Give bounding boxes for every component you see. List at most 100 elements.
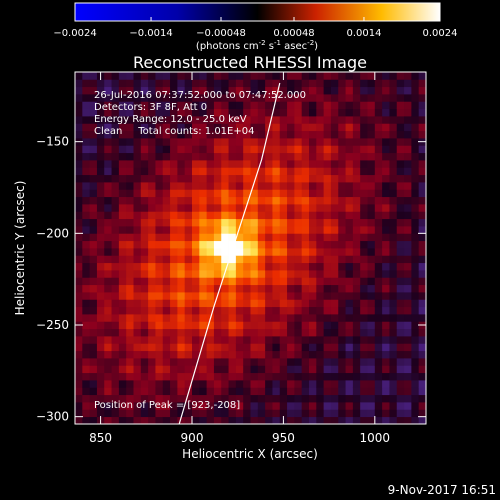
heatmap-cell bbox=[287, 240, 295, 249]
heatmap-cell bbox=[352, 138, 361, 146]
heatmap-cell bbox=[228, 130, 237, 139]
heatmap-cell bbox=[389, 167, 398, 176]
heatmap-cell bbox=[126, 402, 134, 410]
heatmap-cell bbox=[148, 262, 156, 271]
heatmap-cell bbox=[148, 182, 156, 190]
heatmap-cell bbox=[177, 233, 186, 242]
heatmap-cell bbox=[287, 72, 295, 80]
heatmap-cell bbox=[279, 86, 288, 95]
heatmap-cell bbox=[411, 314, 420, 322]
heatmap-cell bbox=[330, 299, 339, 308]
heatmap-cell bbox=[155, 336, 164, 344]
heatmap-cell bbox=[104, 182, 112, 190]
heatmap-cell bbox=[184, 380, 193, 388]
heatmap-cell bbox=[367, 108, 376, 117]
heatmap-cell bbox=[206, 321, 215, 330]
heatmap-cell bbox=[221, 409, 229, 418]
heatmap-cell bbox=[111, 343, 120, 352]
heatmap-cell bbox=[118, 248, 127, 256]
heatmap-cell bbox=[243, 101, 251, 110]
heatmap-cell bbox=[382, 277, 390, 286]
heatmap-cell bbox=[345, 270, 354, 278]
heatmap-cell bbox=[118, 350, 127, 359]
heatmap-cell bbox=[330, 372, 339, 381]
heatmap-cell bbox=[148, 79, 156, 88]
heatmap-cell bbox=[279, 233, 288, 242]
heatmap-cell bbox=[170, 226, 178, 234]
heatmap-cell bbox=[367, 365, 376, 374]
heatmap-cell bbox=[250, 262, 259, 271]
heatmap-cell bbox=[418, 145, 426, 154]
heatmap-cell bbox=[75, 336, 83, 344]
heatmap-cell bbox=[243, 292, 251, 300]
heatmap-cell bbox=[155, 204, 164, 212]
heatmap-cell bbox=[170, 189, 178, 198]
heatmap-cell bbox=[294, 343, 303, 352]
heatmap-cell bbox=[184, 101, 193, 110]
heatmap-cell bbox=[316, 226, 325, 234]
heatmap-cell bbox=[206, 284, 215, 293]
heatmap-cell bbox=[367, 284, 376, 293]
heatmap-cell bbox=[338, 380, 346, 388]
heatmap-cell bbox=[118, 343, 127, 352]
heatmap-cell bbox=[345, 145, 354, 154]
heatmap-cell bbox=[126, 372, 134, 381]
heatmap-cell bbox=[104, 292, 112, 300]
heatmap-cell bbox=[360, 145, 368, 154]
heatmap-cell bbox=[294, 116, 303, 124]
heatmap-cell bbox=[330, 182, 339, 190]
heatmap-cell bbox=[374, 270, 383, 278]
heatmap-cell bbox=[316, 160, 325, 168]
heatmap-cell bbox=[418, 409, 426, 418]
heatmap-cell bbox=[272, 218, 281, 227]
heatmap-cell bbox=[228, 204, 237, 212]
heatmap-cell bbox=[389, 138, 398, 146]
heatmap-cell bbox=[352, 343, 361, 352]
heatmap-cell bbox=[177, 372, 186, 381]
heatmap-cell bbox=[330, 262, 339, 271]
heatmap-cell bbox=[184, 174, 193, 183]
heatmap-cell bbox=[294, 314, 303, 322]
heatmap-cell bbox=[184, 196, 193, 205]
heatmap-cell bbox=[170, 262, 178, 271]
heatmap-cell bbox=[294, 123, 303, 132]
heatmap-cell bbox=[352, 402, 361, 410]
heatmap-cell bbox=[206, 123, 215, 132]
heatmap-cell bbox=[279, 79, 288, 88]
heatmap-cell bbox=[213, 94, 222, 102]
heatmap-cell bbox=[192, 218, 200, 227]
heatmap-cell bbox=[177, 248, 186, 256]
heatmap-cell bbox=[140, 277, 149, 286]
heatmap-cell bbox=[367, 116, 376, 124]
heatmap-cell bbox=[301, 270, 310, 278]
heatmap-cell bbox=[184, 299, 193, 308]
heatmap-cell bbox=[316, 380, 325, 388]
heatmap-cell bbox=[75, 328, 83, 337]
heatmap-cell bbox=[89, 350, 98, 359]
heatmap-cell bbox=[89, 314, 98, 322]
heatmap-cell bbox=[352, 189, 361, 198]
heatmap-cell bbox=[184, 372, 193, 381]
heatmap-cell bbox=[243, 277, 251, 286]
heatmap-cell bbox=[89, 189, 98, 198]
heatmap-cell bbox=[148, 277, 156, 286]
heatmap-cell bbox=[382, 138, 390, 146]
heatmap-cell bbox=[374, 299, 383, 308]
heatmap-cell bbox=[192, 123, 200, 132]
heatmap-cell bbox=[309, 182, 317, 190]
heatmap-cell bbox=[206, 248, 215, 256]
heatmap-cell bbox=[213, 101, 222, 110]
heatmap-cell bbox=[367, 402, 376, 410]
heatmap-cell bbox=[199, 358, 208, 366]
heatmap-cell bbox=[118, 101, 127, 110]
heatmap-cell bbox=[89, 321, 98, 330]
heatmap-cell bbox=[396, 196, 405, 205]
heatmap-cell bbox=[228, 189, 237, 198]
heatmap-cell bbox=[301, 108, 310, 117]
heatmap-cell bbox=[170, 86, 178, 95]
heatmap-cell bbox=[199, 174, 208, 183]
heatmap-cell bbox=[104, 130, 112, 139]
heatmap-cell bbox=[272, 130, 281, 139]
heatmap-cell bbox=[243, 86, 251, 95]
heatmap-cell bbox=[323, 343, 332, 352]
